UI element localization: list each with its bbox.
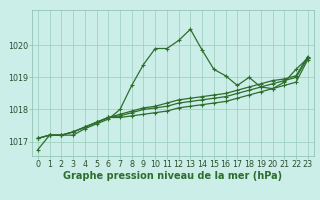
X-axis label: Graphe pression niveau de la mer (hPa): Graphe pression niveau de la mer (hPa) <box>63 171 282 181</box>
